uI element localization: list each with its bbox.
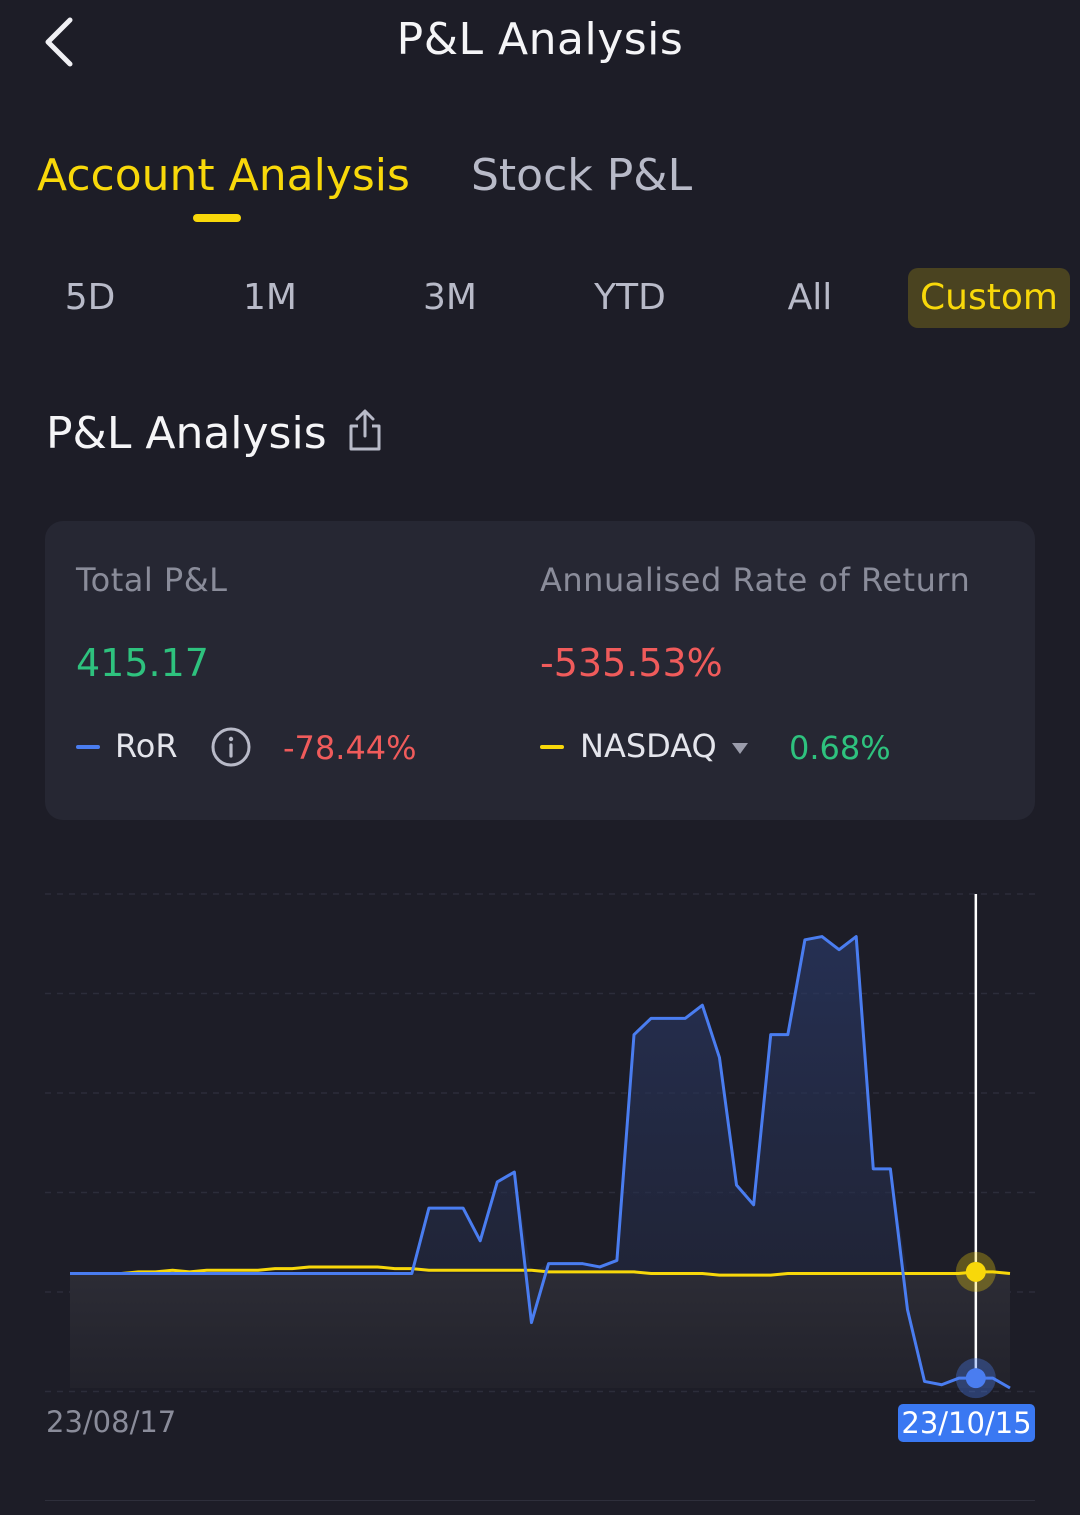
period-3m[interactable]: 3M — [423, 277, 477, 318]
chart-cursor-date: 23/10/15 — [898, 1404, 1035, 1442]
divider — [45, 1500, 1035, 1501]
section-title: P&L Analysis — [46, 408, 327, 459]
period-1m[interactable]: 1M — [243, 277, 297, 318]
chart-cursor — [955, 894, 996, 1399]
main-tabs: Account Analysis Stock P&L — [0, 140, 1080, 230]
page-title: P&L Analysis — [396, 14, 684, 65]
period-5d[interactable]: 5D — [64, 277, 116, 318]
ror-cursor-dot — [965, 1368, 986, 1389]
active-tab-indicator — [193, 214, 241, 222]
ror-value: -78.44% — [283, 729, 417, 767]
back-button[interactable] — [30, 12, 90, 72]
share-button[interactable] — [344, 408, 386, 454]
ror-info-button[interactable] — [210, 726, 252, 768]
info-icon — [211, 727, 251, 767]
annualised-return-label: Annualised Rate of Return — [540, 561, 971, 599]
pl-chart[interactable] — [0, 880, 1080, 1400]
benchmark-dropdown[interactable] — [731, 740, 749, 754]
chevron-left-icon — [45, 17, 73, 67]
chart-area — [70, 936, 1010, 1388]
ror-line — [70, 935, 1011, 1390]
share-icon — [349, 409, 381, 451]
benchmark-selector[interactable]: NASDAQ — [580, 727, 717, 765]
total-pl-label: Total P&L — [76, 561, 228, 599]
summary-card: Total P&L 415.17 Annualised Rate of Retu… — [45, 521, 1035, 820]
period-selector: 5D 1M 3M YTD All Custom — [0, 268, 1080, 330]
period-custom[interactable]: Custom — [908, 268, 1070, 328]
chart-start-date: 23/08/17 — [46, 1405, 177, 1439]
nasdaq-line — [70, 1265, 1011, 1277]
annualised-return-value: -535.53% — [540, 641, 723, 685]
caret-down-icon — [732, 743, 748, 754]
ror-legend-swatch — [76, 745, 100, 749]
total-pl-value: 415.17 — [76, 641, 209, 685]
tab-account-analysis[interactable]: Account Analysis — [37, 150, 410, 201]
chart-lines — [70, 935, 1011, 1390]
ror-legend-label: RoR — [115, 727, 178, 765]
period-ytd[interactable]: YTD — [594, 277, 666, 318]
nasdaq-value: 0.68% — [789, 729, 891, 767]
period-all[interactable]: All — [787, 277, 833, 318]
tab-stock-pl[interactable]: Stock P&L — [471, 150, 693, 201]
top-bar: P&L Analysis — [0, 0, 1080, 90]
chart-area-above — [70, 936, 1010, 1274]
nasdaq-legend-swatch — [540, 745, 564, 749]
nasdaq-cursor-dot — [965, 1261, 986, 1282]
